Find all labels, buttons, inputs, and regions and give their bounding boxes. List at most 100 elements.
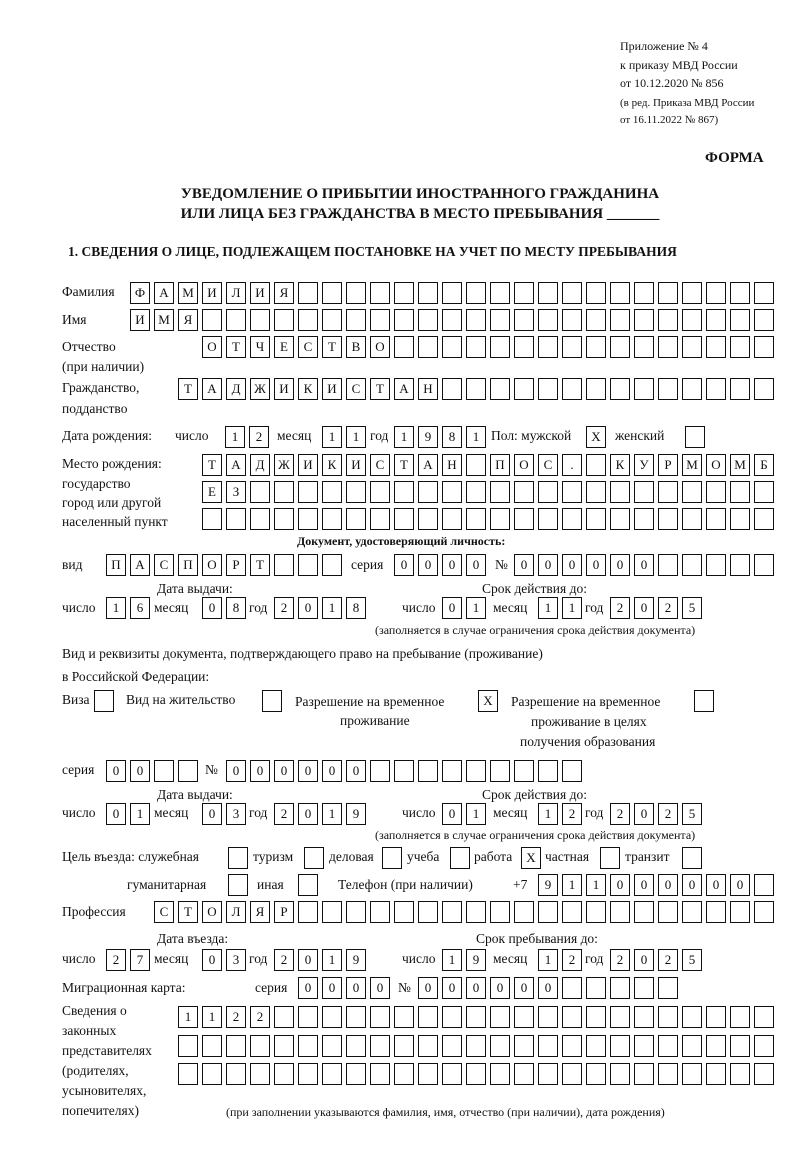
- form-cell[interactable]: 0: [442, 554, 462, 576]
- form-cell[interactable]: [370, 1035, 390, 1057]
- form-cell[interactable]: [562, 309, 582, 331]
- form-cell[interactable]: 0: [466, 554, 486, 576]
- form-cell[interactable]: [706, 1063, 726, 1085]
- form-cell[interactable]: [94, 690, 114, 712]
- form-cell[interactable]: 1: [322, 803, 342, 825]
- form-cell[interactable]: М: [154, 309, 174, 331]
- form-cell[interactable]: [634, 977, 654, 999]
- form-cell[interactable]: И: [346, 454, 366, 476]
- form-cell[interactable]: [346, 1035, 366, 1057]
- form-cell[interactable]: 1: [346, 426, 366, 448]
- form-cell[interactable]: Т: [178, 901, 198, 923]
- form-cell[interactable]: [754, 508, 774, 530]
- form-cell[interactable]: [370, 1006, 390, 1028]
- form-cell[interactable]: О: [370, 336, 390, 358]
- form-cell[interactable]: 0: [706, 874, 726, 896]
- form-cell[interactable]: Т: [202, 454, 222, 476]
- form-cell[interactable]: [250, 481, 270, 503]
- form-cell[interactable]: [442, 481, 462, 503]
- form-cell[interactable]: 0: [610, 874, 630, 896]
- form-cell[interactable]: [466, 1063, 486, 1085]
- form-cell[interactable]: [754, 901, 774, 923]
- form-cell[interactable]: 3: [226, 803, 246, 825]
- form-cell[interactable]: 0: [514, 554, 534, 576]
- form-cell[interactable]: 0: [322, 760, 342, 782]
- form-cell[interactable]: [514, 1006, 534, 1028]
- form-cell[interactable]: [442, 309, 462, 331]
- form-cell[interactable]: 0: [394, 554, 414, 576]
- form-cell[interactable]: О: [514, 454, 534, 476]
- form-cell[interactable]: 8: [346, 597, 366, 619]
- form-cell[interactable]: 0: [442, 597, 462, 619]
- form-cell[interactable]: [754, 1063, 774, 1085]
- form-cell[interactable]: [466, 901, 486, 923]
- form-cell[interactable]: [730, 282, 750, 304]
- form-cell[interactable]: 0: [418, 554, 438, 576]
- form-cell[interactable]: [514, 336, 534, 358]
- form-cell[interactable]: [562, 901, 582, 923]
- form-cell[interactable]: [586, 508, 606, 530]
- form-cell[interactable]: [274, 1006, 294, 1028]
- form-cell[interactable]: [682, 378, 702, 400]
- form-cell[interactable]: Ж: [250, 378, 270, 400]
- form-cell[interactable]: [154, 760, 174, 782]
- form-cell[interactable]: 9: [418, 426, 438, 448]
- form-cell[interactable]: [658, 309, 678, 331]
- form-cell[interactable]: 1: [586, 874, 606, 896]
- form-cell[interactable]: 2: [658, 949, 678, 971]
- form-cell[interactable]: 9: [346, 949, 366, 971]
- form-cell[interactable]: [514, 378, 534, 400]
- form-cell[interactable]: Т: [370, 378, 390, 400]
- form-cell[interactable]: [466, 1035, 486, 1057]
- form-cell[interactable]: [658, 481, 678, 503]
- form-cell[interactable]: [442, 901, 462, 923]
- form-cell[interactable]: 0: [634, 597, 654, 619]
- form-cell[interactable]: [706, 309, 726, 331]
- form-cell[interactable]: [706, 336, 726, 358]
- form-cell[interactable]: [586, 977, 606, 999]
- form-cell[interactable]: [610, 1063, 630, 1085]
- form-cell[interactable]: [250, 508, 270, 530]
- form-cell[interactable]: [538, 1035, 558, 1057]
- form-cell[interactable]: 0: [514, 977, 534, 999]
- form-cell[interactable]: [586, 1006, 606, 1028]
- form-cell[interactable]: [394, 309, 414, 331]
- form-cell[interactable]: К: [322, 454, 342, 476]
- form-cell[interactable]: [226, 1035, 246, 1057]
- form-cell[interactable]: 1: [106, 597, 126, 619]
- form-cell[interactable]: И: [322, 378, 342, 400]
- form-cell[interactable]: [754, 554, 774, 576]
- form-cell[interactable]: [370, 282, 390, 304]
- form-cell[interactable]: 0: [538, 554, 558, 576]
- form-cell[interactable]: [274, 481, 294, 503]
- form-cell[interactable]: [514, 309, 534, 331]
- form-cell[interactable]: [490, 508, 510, 530]
- form-cell[interactable]: И: [130, 309, 150, 331]
- form-cell[interactable]: Е: [274, 336, 294, 358]
- form-cell[interactable]: [634, 481, 654, 503]
- form-cell[interactable]: 2: [226, 1006, 246, 1028]
- form-cell[interactable]: С: [154, 901, 174, 923]
- form-cell[interactable]: 2: [274, 803, 294, 825]
- form-cell[interactable]: А: [154, 282, 174, 304]
- form-cell[interactable]: М: [178, 282, 198, 304]
- form-cell[interactable]: [538, 508, 558, 530]
- form-cell[interactable]: [538, 481, 558, 503]
- form-cell[interactable]: [538, 901, 558, 923]
- form-cell[interactable]: 8: [226, 597, 246, 619]
- form-cell[interactable]: 0: [634, 803, 654, 825]
- form-cell[interactable]: [682, 336, 702, 358]
- form-cell[interactable]: [274, 1035, 294, 1057]
- form-cell[interactable]: П: [106, 554, 126, 576]
- form-cell[interactable]: [466, 309, 486, 331]
- form-cell[interactable]: 0: [538, 977, 558, 999]
- form-cell[interactable]: Я: [250, 901, 270, 923]
- form-cell[interactable]: 0: [106, 803, 126, 825]
- form-cell[interactable]: [370, 901, 390, 923]
- form-cell[interactable]: [514, 901, 534, 923]
- form-cell[interactable]: [394, 336, 414, 358]
- form-cell[interactable]: [322, 309, 342, 331]
- form-cell[interactable]: 0: [298, 977, 318, 999]
- form-cell[interactable]: 2: [658, 803, 678, 825]
- form-cell[interactable]: [466, 1006, 486, 1028]
